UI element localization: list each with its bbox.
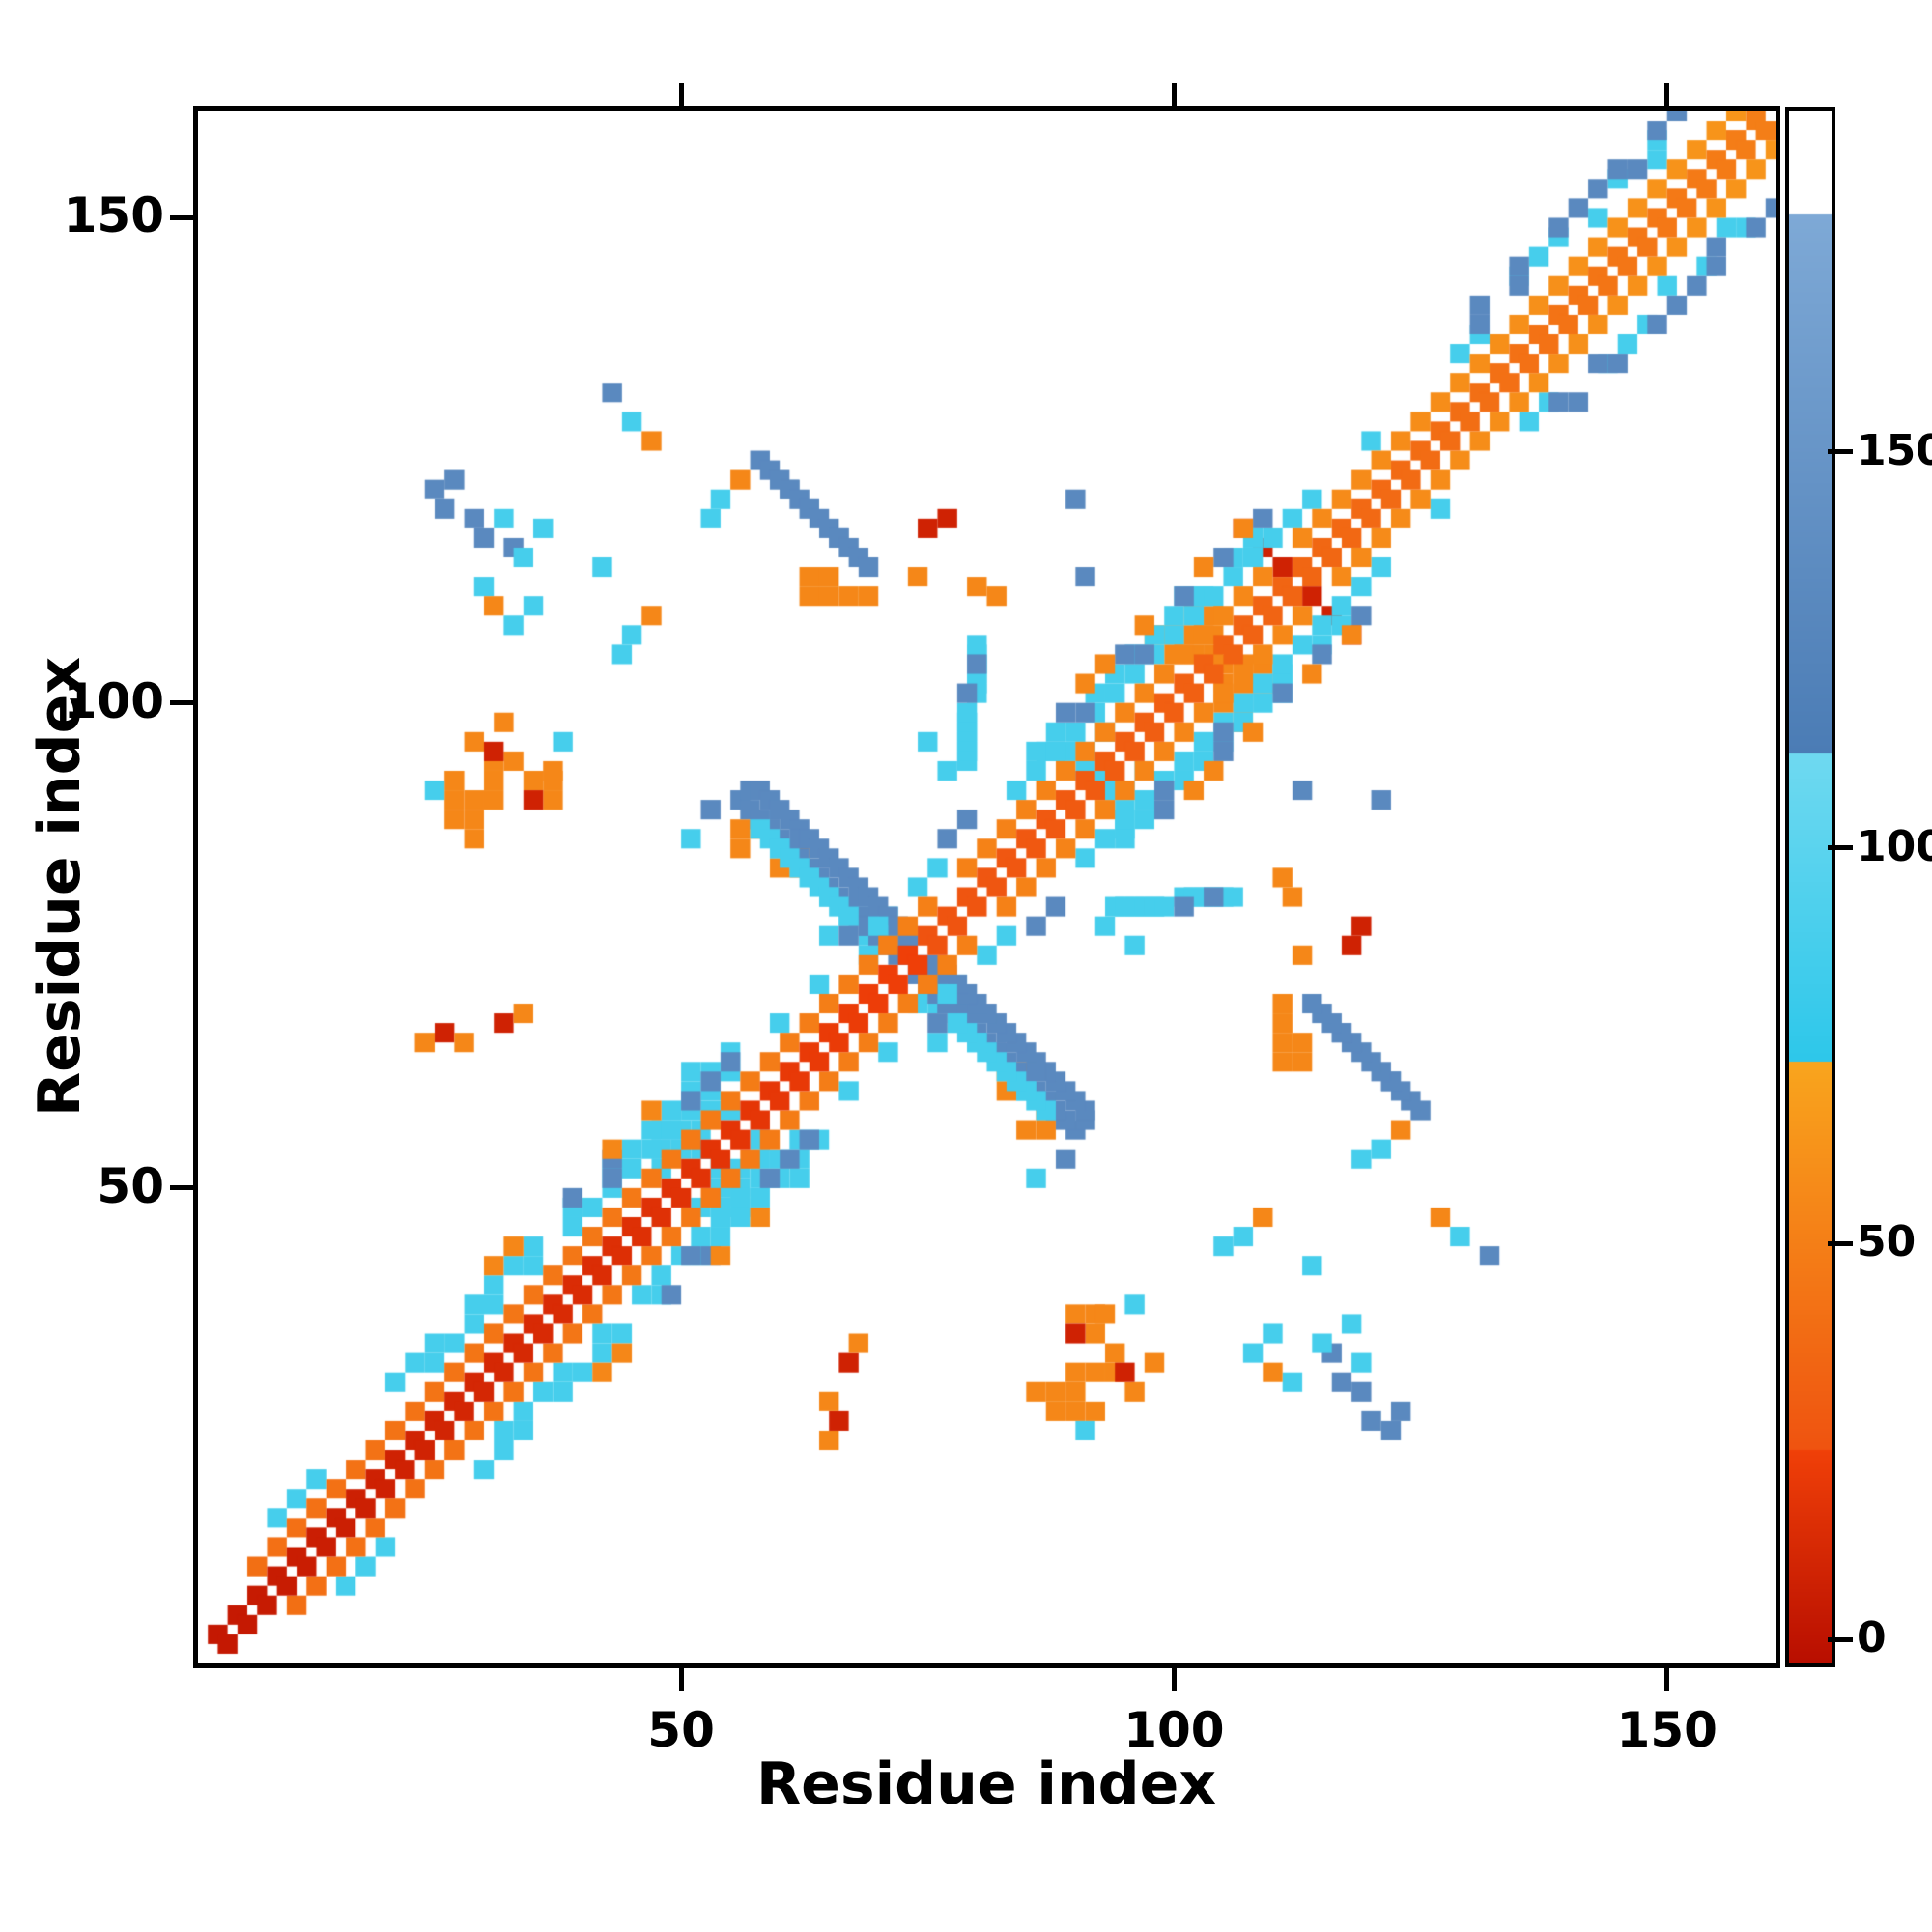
- colorbar-tick-label: 50: [1857, 1217, 1917, 1267]
- colorbar-tick-label: 150: [1857, 425, 1932, 475]
- x-tick-mark-top: [678, 83, 684, 106]
- y-tick-mark: [170, 214, 193, 220]
- x-tick-label: 150: [1616, 1702, 1718, 1758]
- colorbar-tick-mark: [1828, 1636, 1853, 1642]
- colorbar-tick-mark: [1828, 845, 1853, 850]
- x-tick-label: 50: [647, 1702, 715, 1758]
- colorbar-tick-mark: [1828, 1240, 1853, 1246]
- x-tick-mark: [678, 1668, 684, 1691]
- x-tick-mark: [1664, 1668, 1670, 1691]
- x-tick-mark-top: [1664, 83, 1670, 106]
- colorbar-tick-mark: [1828, 449, 1853, 455]
- y-tick-label: 50: [97, 1157, 164, 1214]
- x-axis-title: Residue index: [755, 1750, 1217, 1818]
- y-tick-mark: [170, 700, 193, 706]
- colorbar-tick-label: 100: [1857, 821, 1932, 871]
- y-tick-label: 150: [63, 187, 164, 244]
- colorbar-tick-label: 0: [1857, 1613, 1887, 1663]
- y-tick-mark: [170, 1185, 193, 1191]
- colorbar-canvas: [1789, 111, 1832, 1663]
- y-tick-label: 100: [63, 672, 164, 729]
- heatmap-canvas: [198, 111, 1776, 1663]
- x-tick-mark-top: [1171, 83, 1177, 106]
- x-tick-label: 100: [1123, 1702, 1225, 1758]
- x-tick-mark: [1171, 1668, 1177, 1691]
- y-axis-title: Residue index: [26, 656, 94, 1118]
